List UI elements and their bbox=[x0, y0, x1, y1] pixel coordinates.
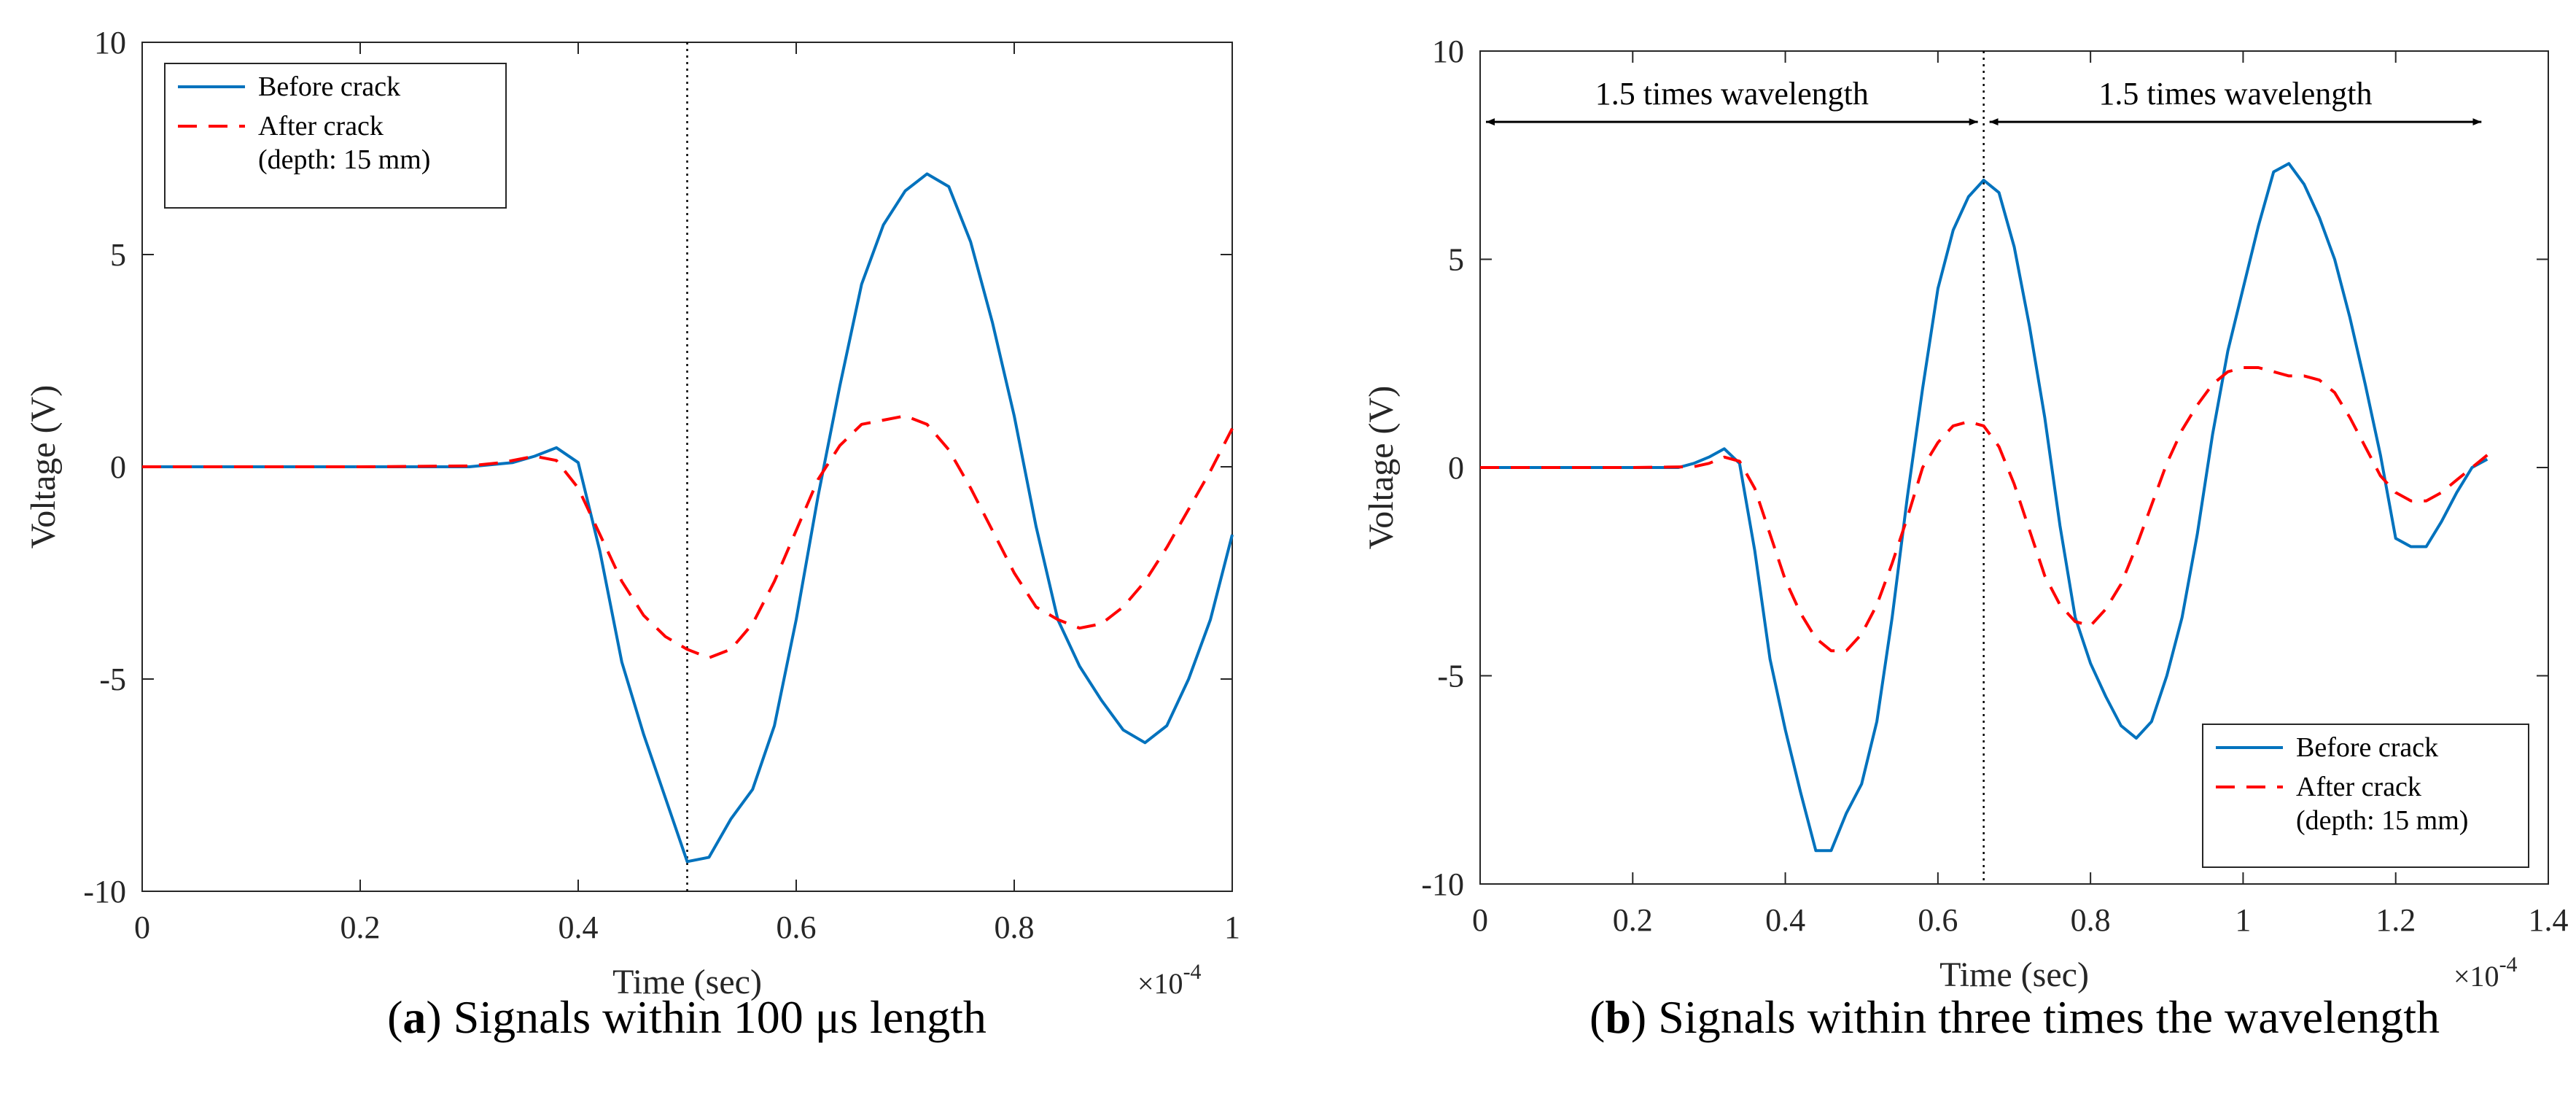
legend-label: (depth: 15 mm) bbox=[2296, 805, 2468, 836]
x-exponent-label: ×10-4 bbox=[1137, 960, 1202, 1000]
x-tick-label: 0.6 bbox=[1918, 902, 1958, 938]
caption-open-paren: ( bbox=[1589, 991, 1605, 1043]
series-line-after-crack bbox=[1480, 366, 2489, 653]
x-tick-label: 1.4 bbox=[2529, 902, 2569, 938]
y-tick-label: -10 bbox=[83, 874, 126, 910]
y-tick-label: 5 bbox=[1448, 242, 1464, 278]
series-line-before-crack bbox=[1480, 162, 2489, 853]
series-line-before-crack bbox=[142, 172, 1234, 864]
x-tick-label: 0.2 bbox=[341, 910, 381, 945]
y-tick-label: -5 bbox=[99, 662, 126, 697]
caption-text: ) Signals within 100 μs length bbox=[426, 991, 987, 1043]
wavelength-arrow-label: 1.5 times wavelength bbox=[2098, 76, 2372, 112]
x-tick-label: 0.4 bbox=[1765, 902, 1805, 938]
y-tick-label: -5 bbox=[1437, 659, 1464, 694]
x-tick-label: 1 bbox=[2235, 902, 2251, 938]
caption-letter: a bbox=[402, 991, 426, 1043]
x-tick-label: 0 bbox=[134, 910, 150, 945]
wavelength-arrow-label: 1.5 times wavelength bbox=[1595, 76, 1869, 112]
x-axis-label: Time (sec) bbox=[612, 963, 762, 1001]
x-exponent-power: -4 bbox=[1183, 960, 1202, 984]
chart-b: 0 0.2 0.4 0.6 0.8 1 1.2 1.4 -10 -5 0 5 10 Time (sec) V… bbox=[1362, 34, 2569, 1043]
x-tick-label: 0.8 bbox=[995, 910, 1035, 945]
figure-caption: (a) Signals within 100 μs length bbox=[387, 991, 987, 1043]
y-tick-label: 0 bbox=[1448, 450, 1464, 486]
legend-label: After crack bbox=[2296, 772, 2421, 802]
x-tick-label: 1 bbox=[1224, 910, 1240, 945]
y-tick-label: 10 bbox=[94, 25, 126, 61]
y-tick-label: 5 bbox=[110, 237, 126, 273]
y-tick-label: -10 bbox=[1421, 866, 1464, 902]
caption-text: ) Signals within three times the wavelen… bbox=[1631, 991, 2440, 1043]
y-tick-label: 10 bbox=[1432, 34, 1464, 69]
x-tick-label: 0 bbox=[1472, 902, 1488, 938]
legend-box bbox=[2202, 724, 2529, 868]
x-axis-label: Time (sec) bbox=[1939, 955, 2089, 994]
x-tick-label: 0.8 bbox=[2071, 902, 2111, 938]
y-axis-label: Voltage (V) bbox=[1362, 386, 1401, 549]
legend: Before crack After crack(depth: 15 mm) bbox=[164, 63, 507, 209]
y-tick-label: 0 bbox=[110, 449, 126, 485]
caption-letter: b bbox=[1605, 991, 1631, 1043]
chart-a: 0 0.2 0.4 0.6 0.8 1 -10 -5 0 5 10 Time (sec) Voltage… bbox=[24, 25, 1240, 1043]
legend-label: Before crack bbox=[2296, 732, 2438, 763]
x-exponent-power: -4 bbox=[2499, 953, 2518, 977]
x-exponent-label: ×10-4 bbox=[2454, 953, 2518, 993]
legend: Before crack After crack(depth: 15 mm) bbox=[2202, 724, 2529, 868]
caption-open-paren: ( bbox=[387, 991, 402, 1043]
legend-label: Before crack bbox=[258, 71, 400, 102]
legend-label: After crack bbox=[258, 111, 384, 141]
x-tick-label: 0.2 bbox=[1613, 902, 1653, 938]
legend-label: (depth: 15 mm) bbox=[258, 144, 430, 175]
x-tick-label: 1.2 bbox=[2375, 902, 2416, 938]
x-tick-label: 0.4 bbox=[559, 910, 599, 945]
y-axis-label: Voltage (V) bbox=[24, 385, 63, 548]
figure-caption: (b) Signals within three times the wavel… bbox=[1589, 991, 2440, 1043]
x-tick-label: 0.6 bbox=[777, 910, 817, 945]
